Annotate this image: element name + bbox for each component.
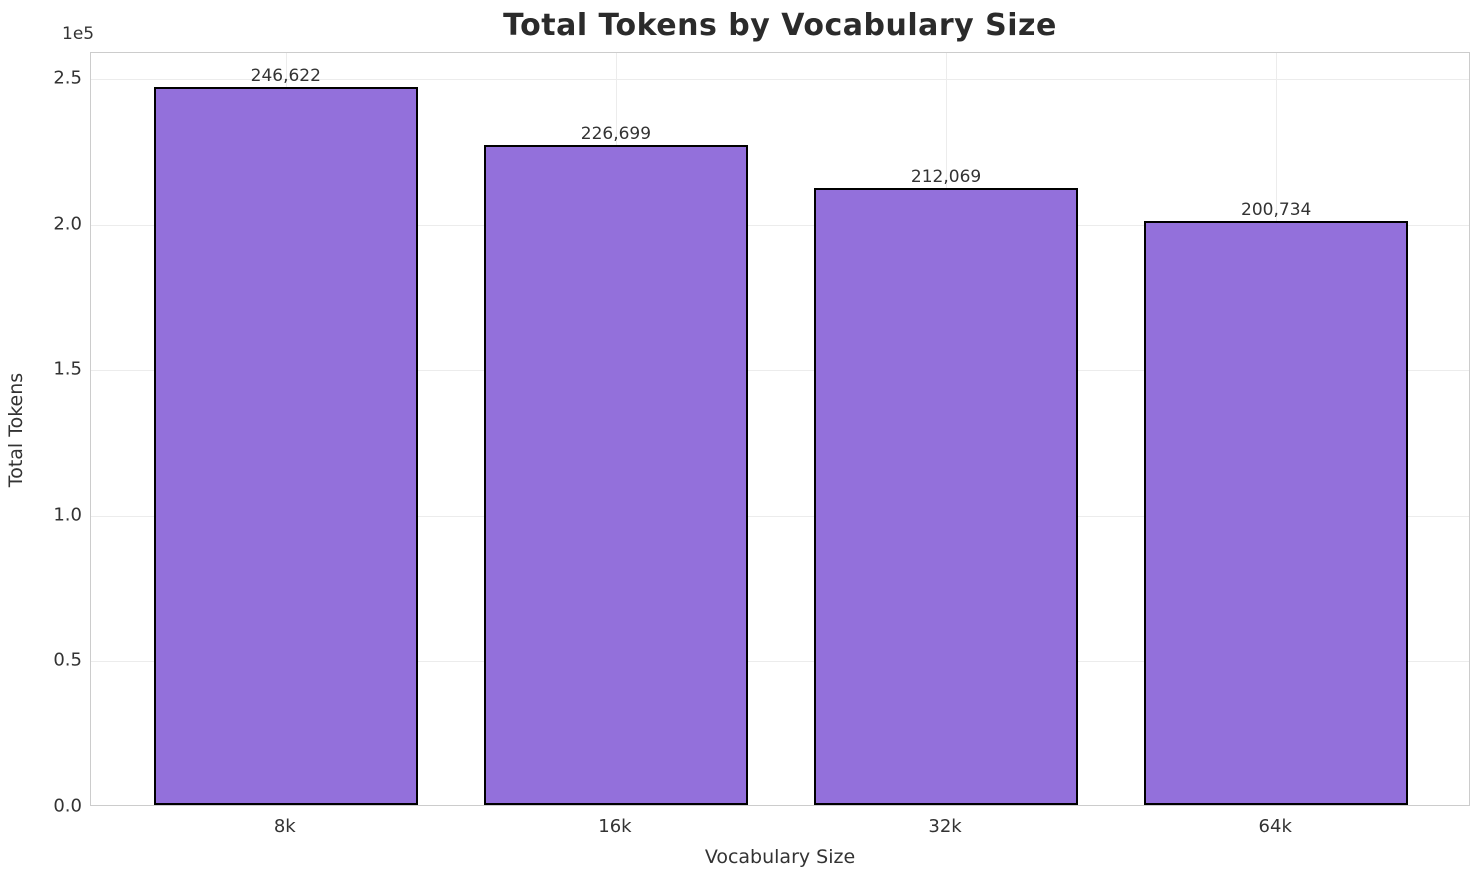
- y-tick-label: 0.5: [53, 649, 82, 671]
- gridline-horizontal: [91, 515, 1469, 517]
- bar-8k: [153, 87, 418, 805]
- bar-value-label: 246,622: [250, 66, 321, 87]
- gridline-horizontal: [91, 661, 1469, 663]
- bar-64k: [1144, 220, 1409, 805]
- chart-title: Total Tokens by Vocabulary Size: [503, 8, 1057, 43]
- x-axis-title: Vocabulary Size: [704, 846, 856, 868]
- bar-value-label: 200,734: [1241, 199, 1312, 220]
- y-axis-offset-label: 1e5: [62, 24, 95, 44]
- bar-value-label: 226,699: [580, 124, 652, 145]
- y-tick-label: 1.5: [53, 358, 82, 380]
- y-axis-title: Total Tokens: [5, 372, 27, 488]
- gridline-horizontal: [91, 224, 1469, 226]
- y-tick-label: 0.0: [53, 795, 82, 817]
- x-tick-label-8k: 8k: [273, 816, 296, 837]
- bar-value-label: 212,069: [910, 166, 982, 187]
- y-tick-label: 1.0: [53, 504, 82, 526]
- y-tick-label: 2.0: [53, 213, 82, 235]
- bar-32k: [814, 187, 1079, 805]
- gridline-horizontal: [91, 370, 1469, 372]
- plot-area: 246,622 226,699 212,069 200,734: [90, 52, 1470, 806]
- x-tick-label-16k: 16k: [598, 816, 632, 837]
- y-tick-label: 2.5: [53, 67, 82, 89]
- x-tick-label-64k: 64k: [1258, 816, 1292, 837]
- x-tick-label-32k: 32k: [928, 816, 962, 837]
- gridline-horizontal: [91, 79, 1469, 81]
- bar-16k: [483, 145, 748, 805]
